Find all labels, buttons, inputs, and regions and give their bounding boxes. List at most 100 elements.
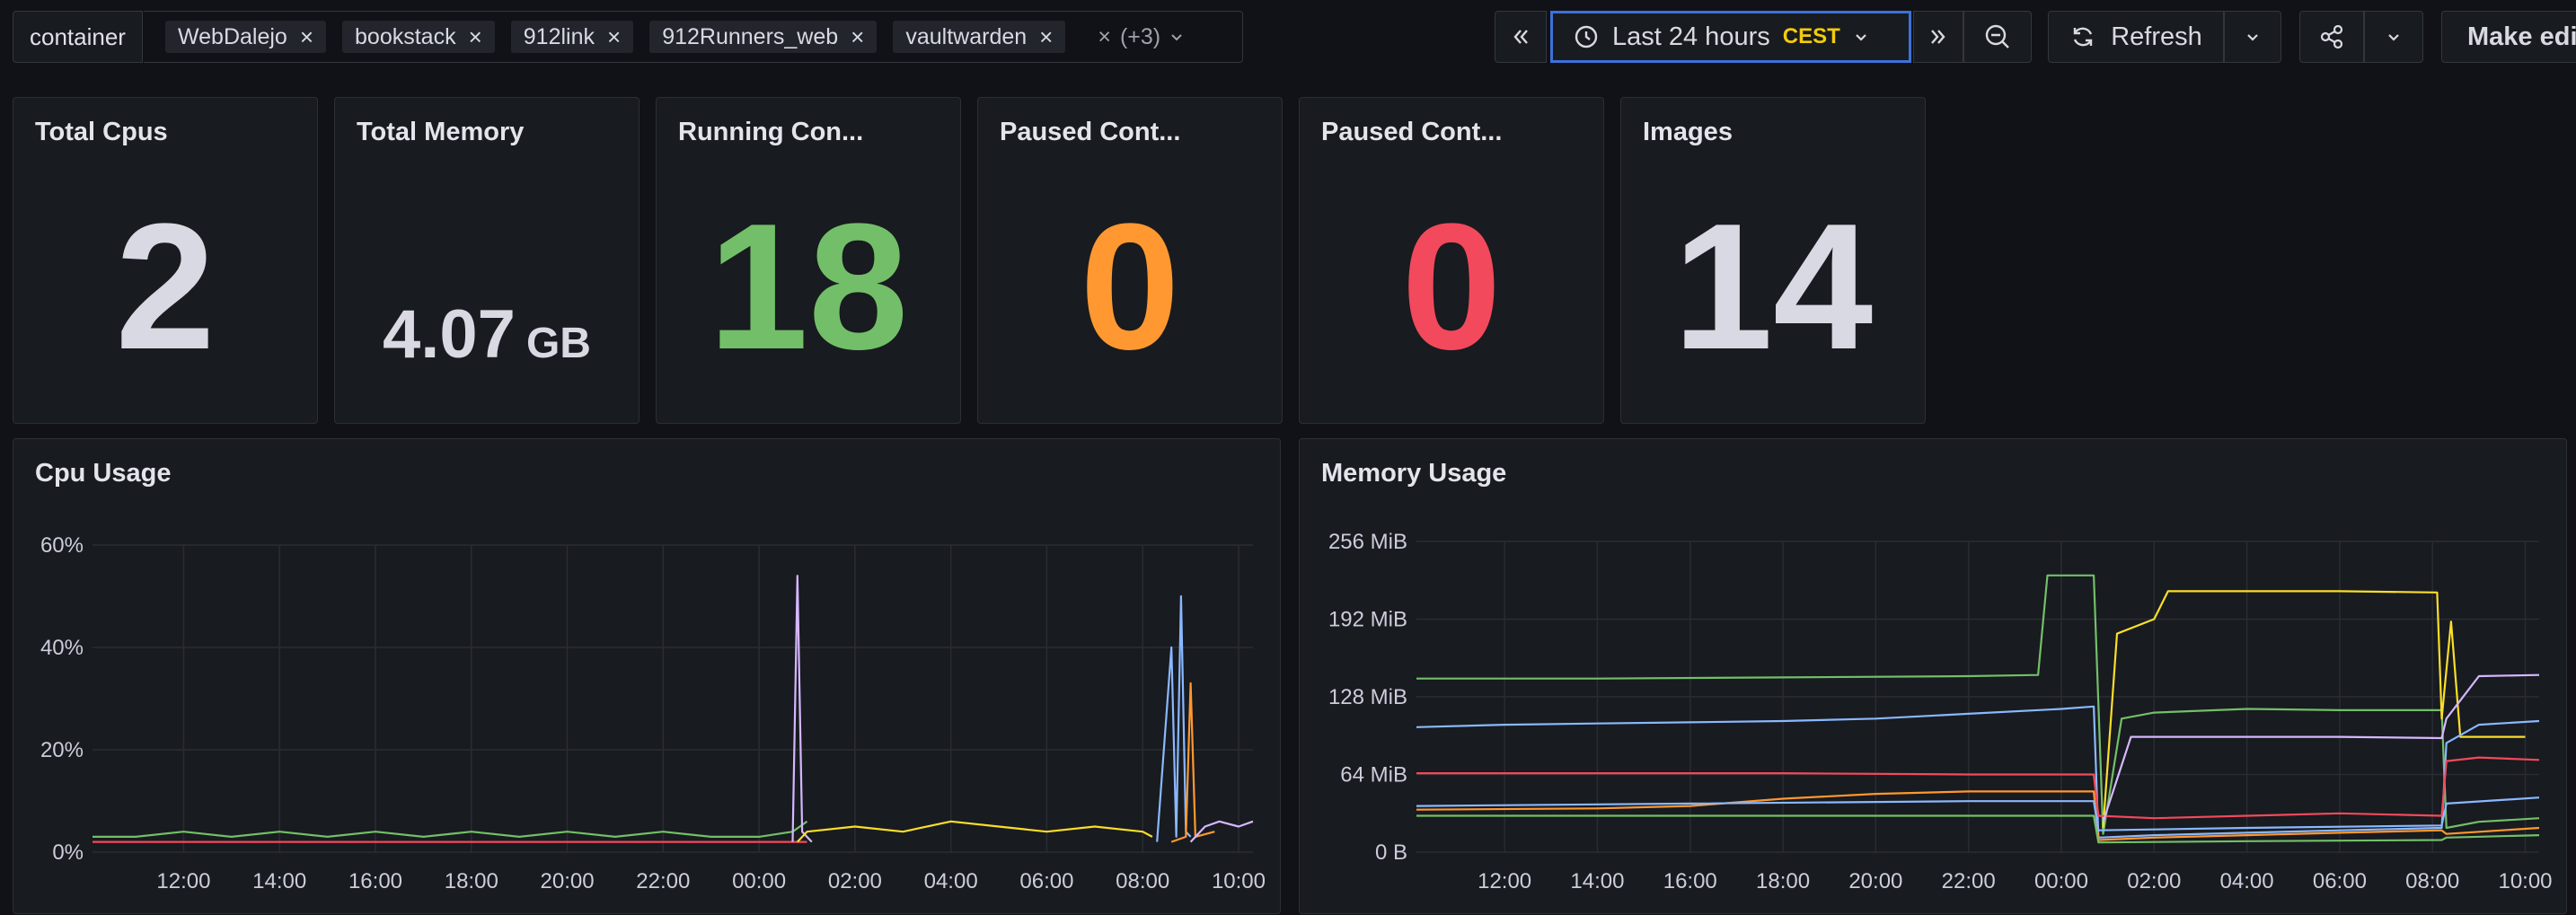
- refresh-interval-dropdown[interactable]: [2224, 11, 2281, 63]
- series-line: [1189, 820, 1254, 843]
- y-tick-label: 256 MiB: [1328, 530, 1407, 554]
- x-tick-label: 10:00: [1212, 869, 1266, 893]
- y-tick-label: 20%: [40, 738, 84, 762]
- series-line: [1156, 594, 1192, 842]
- chip-label: bookstack: [355, 23, 456, 49]
- stat-value: 2: [13, 152, 317, 423]
- chevron-down-icon: [2247, 34, 2258, 41]
- timezone-badge: CEST: [1782, 24, 1840, 48]
- more-values[interactable]: × (+3): [1098, 24, 1184, 50]
- x-tick-label: 00:00: [2034, 869, 2088, 893]
- y-tick-label: 60%: [40, 533, 84, 558]
- time-back-button[interactable]: [1495, 11, 1547, 63]
- stat-panel-images[interactable]: Images 14: [1620, 97, 1926, 424]
- x-tick-label: 02:00: [2127, 869, 2181, 893]
- refresh-icon: [2074, 27, 2093, 47]
- x-tick-label: 20:00: [541, 869, 595, 893]
- variable-chip[interactable]: vaultwarden ×: [893, 21, 1066, 53]
- share-button[interactable]: [2299, 11, 2364, 63]
- chevrons-left-icon: [1513, 30, 1528, 44]
- refresh-label: Refresh: [2111, 22, 2202, 51]
- close-icon[interactable]: ×: [1039, 22, 1054, 50]
- time-forward-button[interactable]: [1913, 11, 1963, 63]
- x-tick-label: 22:00: [636, 869, 690, 893]
- panel-title: Total Cpus: [35, 118, 168, 146]
- stat-value: 0: [1300, 152, 1603, 423]
- zoom-out-button[interactable]: [1963, 11, 2032, 63]
- variable-chip[interactable]: bookstack ×: [342, 21, 495, 53]
- memory-usage-panel[interactable]: Memory Usage 256 MiB 192 MiB 128 MiB 64 MiB…: [1299, 438, 2567, 914]
- x-tick-label: 20:00: [1848, 869, 1902, 893]
- stat-value: 18: [657, 152, 960, 423]
- panel-title: Images: [1643, 118, 1733, 146]
- x-tick-label: 08:00: [1116, 869, 1169, 893]
- x-tick-label: 04:00: [924, 869, 978, 893]
- stat-number: 18: [708, 187, 909, 387]
- x-tick-label: 16:00: [1663, 869, 1717, 893]
- stat-panel-total-memory[interactable]: Total Memory 4.07 GB: [334, 97, 640, 424]
- stat-number: 0: [1401, 187, 1502, 387]
- panel-title: Cpu Usage: [35, 459, 172, 488]
- y-tick-label: 40%: [40, 636, 84, 660]
- x-tick-label: 18:00: [1756, 869, 1810, 893]
- close-icon[interactable]: ×: [851, 22, 865, 50]
- close-icon[interactable]: ×: [299, 22, 314, 50]
- stat-panel-paused-containers-2[interactable]: Paused Cont... 0: [1299, 97, 1604, 424]
- refresh-button[interactable]: Refresh: [2048, 11, 2224, 63]
- series-line: [93, 820, 808, 838]
- chevron-down-icon: [1171, 34, 1182, 41]
- stat-panel-paused-containers[interactable]: Paused Cont... 0: [977, 97, 1283, 424]
- series-line: [1416, 574, 2540, 835]
- share-dropdown[interactable]: [2364, 11, 2423, 63]
- chevrons-right-icon: [1931, 30, 1945, 44]
- chip-label: WebDalejo: [178, 23, 287, 49]
- cpu-usage-panel[interactable]: Cpu Usage 60% 40% 20% 0% 12:00 14:00 16:00 18:0…: [13, 438, 1281, 914]
- panel-title: Total Memory: [357, 118, 525, 146]
- series-line: [796, 820, 1153, 843]
- stat-number: 0: [1080, 187, 1180, 387]
- time-range-label: Last 24 hours: [1612, 22, 1770, 51]
- stat-value: 4.07 GB: [335, 98, 639, 423]
- clock-icon: [1575, 25, 1598, 48]
- panel-title: Memory Usage: [1321, 459, 1507, 488]
- stat-panel-total-cpus[interactable]: Total Cpus 2: [13, 97, 318, 424]
- y-tick-label: 192 MiB: [1328, 608, 1407, 632]
- dashboard-toolbar: container WebDalejo × bookstack × 912link ×…: [0, 0, 2576, 74]
- stat-number: 2: [115, 187, 216, 387]
- x-tick-label: 08:00: [2405, 869, 2459, 893]
- x-tick-label: 04:00: [2220, 869, 2274, 893]
- more-count: (+3): [1119, 23, 1161, 49]
- series-line: [1416, 756, 2540, 820]
- series-line: [2102, 673, 2540, 823]
- chip-label: 912link: [523, 23, 595, 49]
- time-range-picker[interactable]: Last 24 hours CEST: [1550, 11, 1911, 63]
- cpu-usage-chart: 60% 40% 20% 0% 12:00 14:00 16:00 18:00 20:00 22:0…: [40, 533, 1266, 893]
- x-tick-label: 12:00: [156, 869, 210, 893]
- stat-value: 14: [1621, 152, 1925, 423]
- clear-icon[interactable]: ×: [1098, 23, 1111, 49]
- memory-usage-chart: 256 MiB 192 MiB 128 MiB 64 MiB 0 B 12:00 14:00…: [1328, 530, 2553, 893]
- stat-number: 14: [1672, 187, 1874, 387]
- y-tick-label: 64 MiB: [1340, 763, 1407, 787]
- variable-chip[interactable]: WebDalejo ×: [165, 21, 327, 53]
- x-tick-label: 12:00: [1478, 869, 1531, 893]
- panel-title: Paused Cont...: [1000, 118, 1181, 146]
- x-tick-label: 18:00: [445, 869, 498, 893]
- stat-panel-running-containers[interactable]: Running Con... 18: [656, 97, 961, 424]
- stat-value: 0: [978, 152, 1282, 423]
- make-editable-label: Make editable: [2467, 22, 2576, 51]
- chip-label: 912Runners_web: [662, 23, 839, 49]
- x-tick-label: 14:00: [252, 869, 306, 893]
- panel-title: Paused Cont...: [1321, 118, 1503, 146]
- x-tick-label: 16:00: [348, 869, 402, 893]
- variable-chip[interactable]: 912link ×: [510, 21, 634, 53]
- x-tick-label: 22:00: [1942, 869, 1996, 893]
- x-tick-label: 02:00: [828, 869, 882, 893]
- container-variable-select[interactable]: WebDalejo × bookstack × 912link × 912Runner…: [144, 11, 1243, 63]
- close-icon[interactable]: ×: [468, 22, 482, 50]
- stat-number: 4.07: [383, 296, 516, 373]
- close-icon[interactable]: ×: [607, 22, 622, 50]
- variable-chip[interactable]: 912Runners_web ×: [649, 21, 878, 53]
- share-icon: [2320, 24, 2343, 49]
- make-editable-button[interactable]: Make editable: [2441, 11, 2576, 63]
